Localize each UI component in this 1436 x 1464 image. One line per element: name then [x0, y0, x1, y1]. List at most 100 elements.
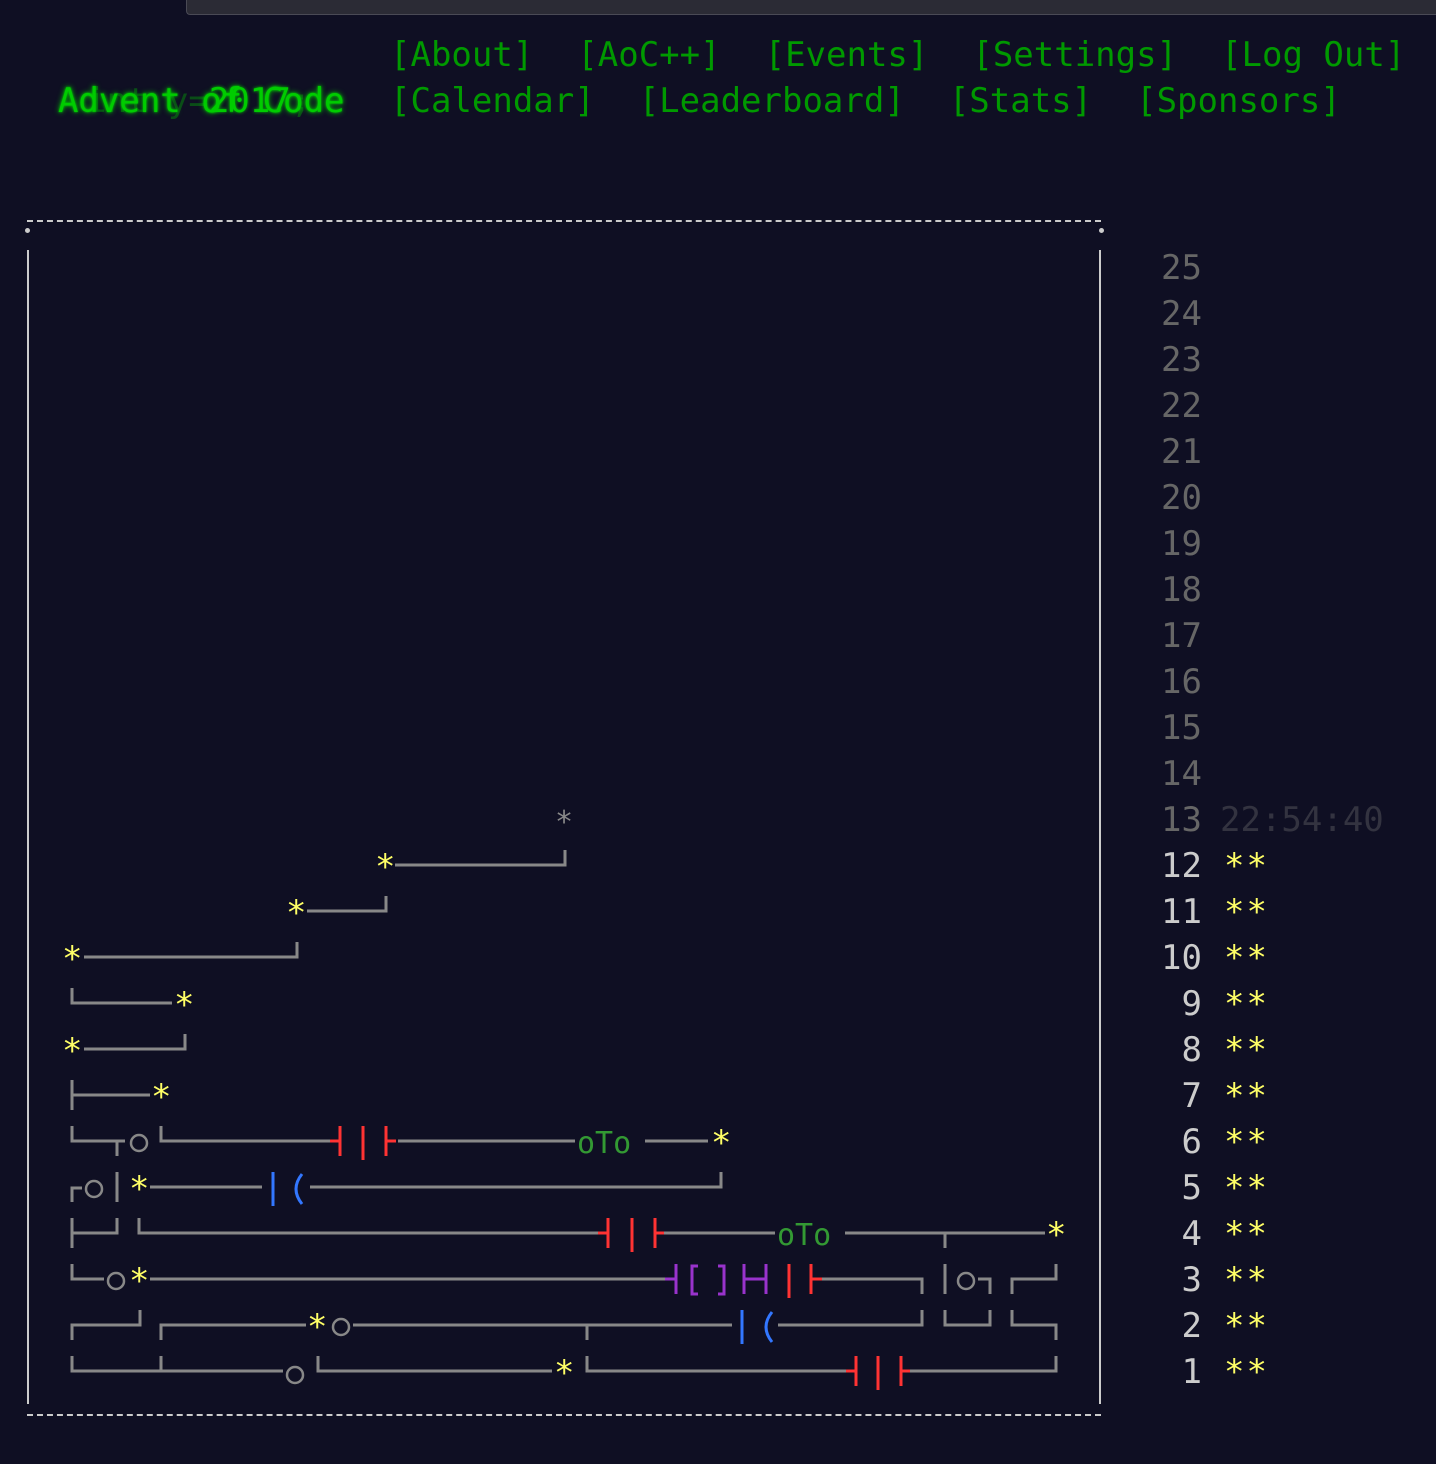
day4-star[interactable]: *: [1046, 1215, 1066, 1255]
day3-wire-a: [70, 1264, 104, 1281]
day-number: 15: [1161, 708, 1202, 748]
day-number: 1: [1181, 1352, 1202, 1392]
day12-star[interactable]: *: [375, 847, 395, 887]
year-link[interactable]: 2017: [208, 81, 291, 121]
nav-log-out-link[interactable]: [Log Out]: [1221, 35, 1406, 75]
day-2-entry[interactable]: 2 **: [1150, 1303, 1436, 1349]
frame-left-edge: [27, 250, 29, 1404]
day-number: 7: [1181, 1076, 1202, 1116]
nav-leaderboard-link[interactable]: [Leaderboard]: [638, 81, 905, 121]
day11-wire: [307, 896, 388, 913]
day-number: 25: [1161, 248, 1202, 288]
day6-wire-b: [159, 1126, 708, 1143]
day-16-entry: 16: [1150, 659, 1436, 705]
day-6-entry[interactable]: 6 **: [1150, 1119, 1436, 1165]
day-4-entry[interactable]: 4 **: [1150, 1211, 1436, 1257]
nav-calendar-link[interactable]: [Calendar]: [390, 81, 595, 121]
day5-node: [84, 1179, 104, 1199]
day4-capacitor: [598, 1218, 664, 1252]
day-stars: **: [1224, 1352, 1269, 1392]
day3-node-a: [106, 1271, 126, 1291]
day-stars: **: [1224, 1122, 1269, 1162]
day3-star[interactable]: *: [129, 1261, 149, 1301]
header-row-1: Advent of Code: [17, 32, 345, 124]
day-21-entry: 21: [1150, 429, 1436, 475]
nav-sponsors-link[interactable]: [Sponsors]: [1136, 81, 1341, 121]
day-number: 23: [1161, 340, 1202, 380]
day-number: 20: [1161, 478, 1202, 518]
day-9-entry[interactable]: 9 **: [1150, 981, 1436, 1027]
nav-aoc-link[interactable]: [AoC++]: [577, 35, 721, 75]
day3-wire-b: [150, 1264, 947, 1294]
day-12-entry[interactable]: 12 **: [1150, 843, 1436, 889]
nav-about-link[interactable]: [About]: [390, 35, 534, 75]
day-10-entry[interactable]: 10 **: [1150, 935, 1436, 981]
day-number: 2: [1181, 1306, 1202, 1346]
day-stars: **: [1224, 1214, 1269, 1254]
site-title-link[interactable]: Advent of Code: [57, 81, 345, 121]
day2-star[interactable]: *: [307, 1307, 327, 1347]
day-number: 12: [1161, 846, 1202, 886]
day-stars: **: [1224, 984, 1269, 1024]
day8-star[interactable]: *: [62, 1031, 82, 1071]
day-number: 10: [1161, 938, 1202, 978]
day-number: 13: [1161, 800, 1202, 840]
day-number: 9: [1181, 984, 1202, 1024]
day-5-entry[interactable]: 5 **: [1150, 1165, 1436, 1211]
day9-star[interactable]: *: [174, 985, 194, 1025]
day-11-entry[interactable]: 11 **: [1150, 889, 1436, 935]
nav-events-link[interactable]: [Events]: [764, 35, 929, 75]
day2-wire-a: [70, 1310, 306, 1340]
day6-oto: oTo: [577, 1126, 631, 1161]
browser-tab-strip: [186, 0, 1436, 15]
day10-wire: [84, 942, 299, 959]
day13-dim-star: *: [555, 805, 573, 840]
frame-right-edge: [1099, 250, 1101, 1404]
day-19-entry: 19: [1150, 521, 1436, 567]
day8-wire: [84, 1034, 187, 1051]
calendar-frame: [25, 220, 1104, 1416]
day4-oto: oTo: [777, 1218, 831, 1253]
day-stars: **: [1224, 1030, 1269, 1070]
day-stars: **: [1224, 1260, 1269, 1300]
day-stars: **: [1224, 1076, 1269, 1116]
nav-stats-link[interactable]: [Stats]: [948, 81, 1093, 121]
day6-node: [129, 1133, 149, 1153]
frame-bottom-edge: [27, 1414, 1101, 1416]
day-stars: **: [1224, 846, 1269, 886]
day-number: 3: [1181, 1260, 1202, 1300]
day4-wire-a: [70, 1218, 119, 1248]
day-20-entry: 20: [1150, 475, 1436, 521]
day2-node: [331, 1317, 351, 1337]
day3-wire-c: [978, 1264, 1058, 1294]
frame-corner: [25, 228, 30, 233]
day-number: 19: [1161, 524, 1202, 564]
day1-wire-b: [585, 1356, 1058, 1373]
day-8-entry[interactable]: 8 **: [1150, 1027, 1436, 1073]
day7-star[interactable]: *: [151, 1077, 171, 1117]
day2-diode: [740, 1310, 774, 1344]
day-14-entry: 14: [1150, 751, 1436, 797]
day12-wire: [395, 850, 567, 867]
day-1-entry[interactable]: 1 **: [1150, 1349, 1436, 1395]
day10-star[interactable]: *: [62, 939, 82, 979]
day-number: 17: [1161, 616, 1202, 656]
day-17-entry: 17: [1150, 613, 1436, 659]
day-22-entry: 22: [1150, 383, 1436, 429]
day-23-entry: 23: [1150, 337, 1436, 383]
day-13-entry[interactable]: 13 22:54:40: [1150, 797, 1436, 843]
day-7-entry[interactable]: 7 **: [1150, 1073, 1436, 1119]
day-number: 14: [1161, 754, 1202, 794]
day-3-entry[interactable]: 3 **: [1150, 1257, 1436, 1303]
day-stars: **: [1224, 938, 1269, 978]
day5-star[interactable]: *: [129, 1169, 149, 1209]
day11-star[interactable]: *: [286, 893, 306, 933]
day6-star[interactable]: *: [711, 1123, 731, 1163]
year-prefix: int y=: [86, 81, 209, 121]
day2-wire-b: [353, 1310, 1058, 1340]
day1-star[interactable]: *: [554, 1353, 574, 1393]
day-number: 11: [1161, 892, 1202, 932]
day-18-entry: 18: [1150, 567, 1436, 613]
nav-settings-link[interactable]: [Settings]: [972, 35, 1178, 75]
